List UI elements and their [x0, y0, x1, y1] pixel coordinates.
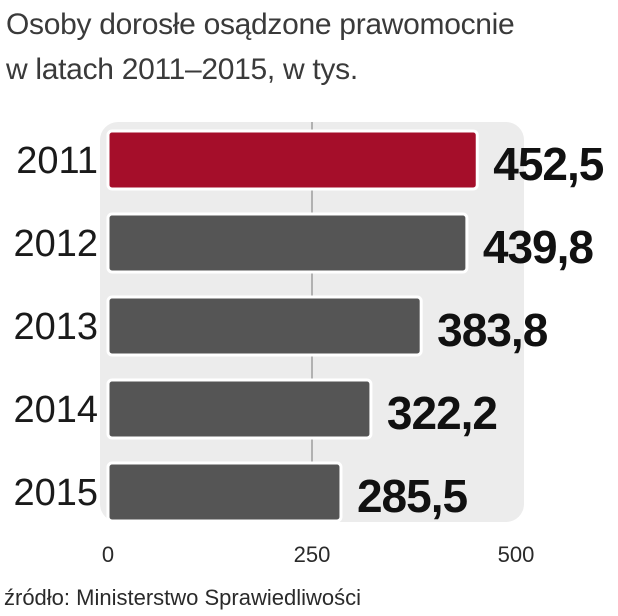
value-label-2015: 285,5 [357, 470, 468, 522]
category-label-2013: 2013 [13, 306, 98, 348]
x-tick-label-500: 500 [498, 542, 535, 567]
bar-2011 [106, 129, 479, 191]
category-label-2012: 2012 [13, 223, 98, 265]
bar-chart: 2011 452,5 2012 439,8 2013 383,8 2014 322,2 2015… [13, 122, 605, 567]
value-label-2012: 439,8 [483, 221, 594, 273]
x-tick-label-0: 0 [102, 542, 114, 567]
chart-title: Osoby dorosłe osądzone prawomocnie w lat… [6, 2, 616, 92]
source-note: źródło: Ministerstwo Sprawiedliwości [4, 585, 362, 610]
category-label-2011: 2011 [16, 140, 98, 182]
value-label-2011: 452,5 [493, 138, 604, 190]
chart-title-line-2: w latach 2011–2015, w tys. [6, 53, 358, 86]
bar-2013 [106, 295, 423, 357]
bar-2014 [106, 378, 373, 440]
value-label-2013: 383,8 [437, 304, 548, 356]
bar-2015 [106, 461, 343, 523]
value-label-2014: 322,2 [387, 387, 497, 439]
chart-title-line-1: Osoby dorosłe osądzone prawomocnie [6, 8, 515, 41]
category-label-2015: 2015 [13, 472, 98, 514]
bar-2012 [106, 212, 469, 274]
category-label-2014: 2014 [13, 389, 98, 431]
x-tick-label-250: 250 [294, 542, 331, 567]
